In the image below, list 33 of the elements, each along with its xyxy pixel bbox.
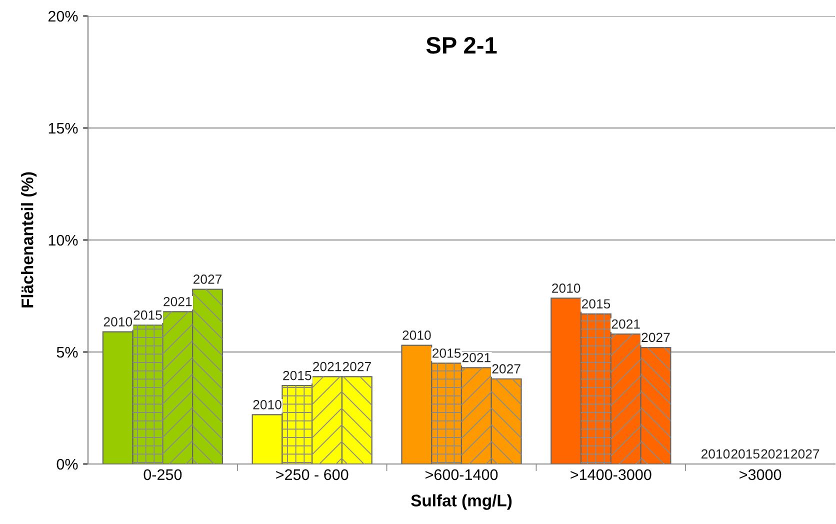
x-tick-label: >250 - 600 — [276, 469, 348, 480]
y-tick-label: 0% — [56, 458, 78, 470]
x-tick-label: >1400-3000 — [570, 469, 652, 480]
series-label: 2021 — [164, 296, 192, 306]
text: 2021 — [612, 319, 640, 329]
y-axis-title: Flächenanteil (%) — [21, 172, 37, 308]
series-label: 2027 — [194, 274, 222, 284]
series-label: 2015 — [134, 310, 162, 320]
text: 2027 — [642, 332, 670, 342]
y-tick-label: 10% — [48, 234, 78, 246]
x-axis-title: Sulfat (mg/L) — [411, 494, 512, 510]
text: 2010 — [402, 330, 431, 340]
text: 2027 — [791, 449, 820, 459]
text: 2027 — [492, 364, 520, 374]
text: 2010 — [701, 449, 730, 459]
text: 2015 — [582, 299, 610, 309]
text: 2015 — [432, 348, 461, 358]
x-tick-label: >600-1400 — [426, 469, 498, 480]
text: 2015 — [283, 370, 312, 380]
text: 2027 — [342, 362, 371, 372]
y-tick-label: 15% — [48, 122, 78, 134]
text: 2021 — [462, 352, 490, 362]
y-tick-label: 20% — [48, 10, 78, 22]
series-label: 2010 — [104, 317, 132, 326]
x-tick-label: >3000 — [740, 469, 782, 480]
x-tick-label: 0-250 — [144, 469, 182, 480]
text: 2021 — [761, 449, 790, 459]
text: 2010 — [552, 284, 580, 293]
text: SP 2-1 — [426, 36, 497, 54]
text: 2010 — [253, 400, 282, 410]
text: 2021 — [313, 362, 342, 372]
y-tick-label: 5% — [56, 346, 78, 358]
text: 2015 — [731, 449, 760, 459]
